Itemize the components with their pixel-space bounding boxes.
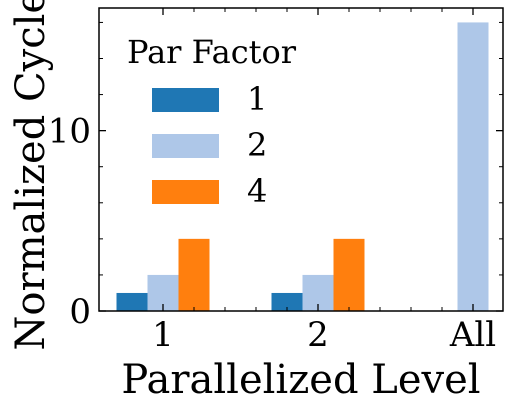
- x-axis-label: Parallelized Level: [121, 357, 480, 403]
- legend-swatch-4: [152, 180, 219, 204]
- legend-swatch-1: [152, 88, 219, 112]
- bar-2-series-1: [271, 292, 303, 311]
- y-axis-label: Normalized Cycles: [8, 0, 54, 351]
- bar-1-series-4: [178, 238, 210, 311]
- legend-label-1: 1: [247, 80, 267, 118]
- y-tick-label-10: 10: [48, 112, 91, 152]
- bar-2-series-4: [333, 238, 365, 311]
- legend-swatch-2: [152, 134, 219, 158]
- legend-label-2: 2: [247, 126, 267, 164]
- ticks-layer: 1 2 All 0 10: [48, 8, 503, 355]
- legend-label-4: 4: [247, 172, 267, 210]
- legend: Par Factor 1 2 4: [127, 33, 297, 210]
- legend-title: Par Factor: [127, 33, 297, 71]
- plot-frame: [98, 7, 504, 312]
- y-tick-label-0: 0: [69, 292, 91, 332]
- x-tick-label-All: All: [449, 315, 496, 355]
- bar-All-series-2: [457, 22, 489, 312]
- x-tick-label-1: 1: [152, 315, 174, 355]
- x-tick-label-2: 2: [307, 315, 329, 355]
- bar-1-series-1: [116, 292, 148, 311]
